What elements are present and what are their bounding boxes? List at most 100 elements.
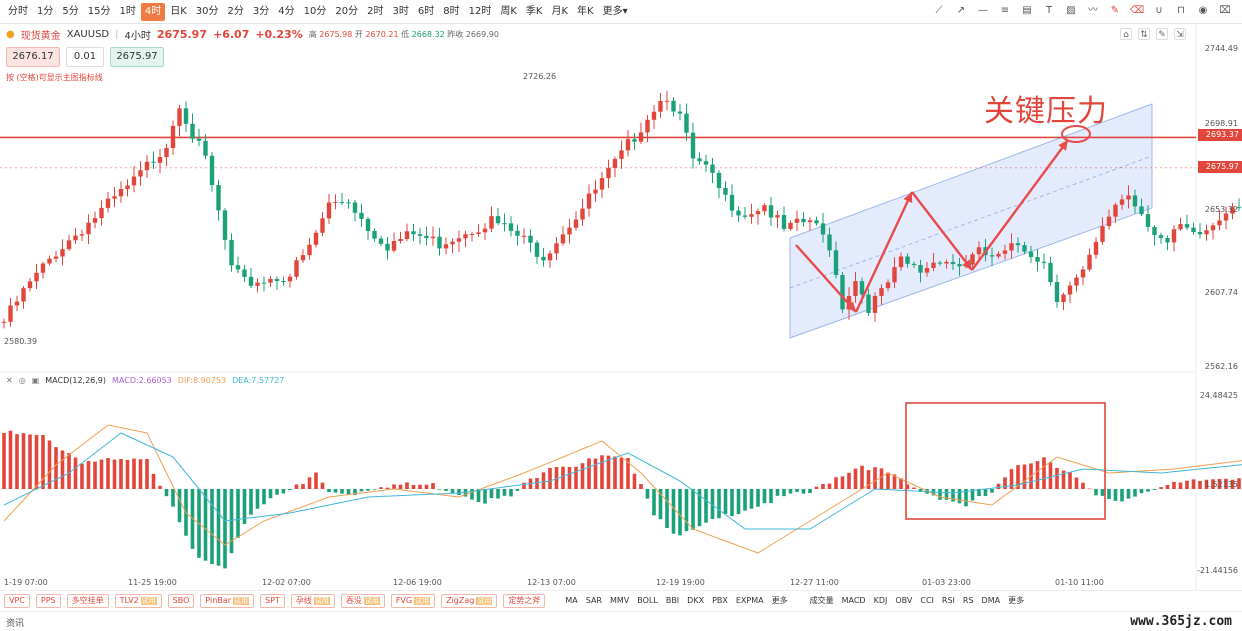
macd-histogram-bar — [957, 489, 962, 504]
main-indicator-5[interactable]: DKX — [687, 596, 705, 605]
macd-histogram-bar — [788, 489, 793, 494]
timeframe-21[interactable]: 年K — [577, 5, 594, 17]
instrument-name[interactable]: 现货黄金 — [20, 30, 61, 42]
buy-price-button[interactable]: 2675.97 — [110, 47, 164, 67]
sub-indicator-6[interactable]: RS — [962, 596, 974, 605]
sub-indicator-8[interactable]: 更多 — [1008, 596, 1025, 605]
indicator-button[interactable]: PinBar 试用 — [200, 593, 255, 608]
main-indicator-2[interactable]: MMV — [609, 596, 630, 605]
timeframe-7[interactable]: 30分 — [195, 5, 219, 17]
quantity-input[interactable]: 0.01 — [66, 47, 104, 67]
macd-histogram-bar — [255, 489, 260, 509]
indicator-button[interactable]: TLV2 试用 — [114, 593, 162, 608]
candle-body — [313, 232, 319, 245]
draw-icon[interactable]: ✎ — [1110, 5, 1120, 16]
timeframe-8[interactable]: 2分 — [227, 5, 244, 17]
sub-indicator-1[interactable]: MACD — [841, 596, 866, 605]
timeframe-18[interactable]: 周K — [500, 5, 517, 17]
candle-body — [14, 301, 20, 306]
fib-icon[interactable]: ▤ — [1022, 5, 1032, 16]
image-icon[interactable]: ▨ — [1066, 5, 1076, 16]
ray-icon[interactable]: ↗ — [956, 5, 966, 16]
wave-icon[interactable]: 〰 — [1088, 5, 1098, 16]
indicator-button[interactable]: FVG 试用 — [390, 593, 436, 608]
lock-icon[interactable]: ⊓ — [1177, 5, 1185, 16]
timeframe-14[interactable]: 3时 — [392, 5, 409, 17]
candle-body — [157, 157, 163, 163]
settings-icon[interactable]: ✎ — [1156, 28, 1168, 40]
main-indicator-7[interactable]: EXPMA — [735, 596, 764, 605]
indicator-button[interactable]: 孕线 试用 — [290, 593, 335, 608]
timeframe-5[interactable]: 4时 — [140, 2, 166, 21]
timeframe-0[interactable]: 分时 — [8, 5, 28, 17]
macd-histogram-bar — [470, 489, 474, 500]
timeframe-1[interactable]: 1分 — [37, 5, 54, 17]
timeframe-4[interactable]: 1时 — [119, 5, 136, 17]
eraser-icon[interactable]: ⌫ — [1130, 5, 1145, 16]
sub-indicator-7[interactable]: DMA — [981, 596, 1001, 605]
text-icon[interactable]: T — [1045, 5, 1053, 16]
macd-histogram-bar — [236, 489, 240, 538]
interval-selector[interactable]: 4小时 — [124, 30, 151, 42]
main-indicator-4[interactable]: BBI — [665, 596, 680, 605]
macd-histogram-bar — [632, 473, 637, 489]
eye-icon[interactable]: ◉ — [1198, 5, 1208, 16]
timeframe-9[interactable]: 3分 — [252, 5, 270, 17]
compare-icon[interactable]: ⇅ — [1138, 28, 1150, 40]
channel-icon[interactable]: ≡ — [1000, 5, 1010, 16]
sub-indicator-2[interactable]: KDJ — [873, 596, 888, 605]
timeframe-20[interactable]: 月K — [551, 5, 569, 17]
line-icon[interactable]: ⟋ — [935, 5, 943, 16]
hline-icon[interactable]: — — [978, 5, 988, 16]
main-indicator-8[interactable]: 更多 — [771, 596, 788, 605]
indicator-button[interactable]: 多空挂单 — [66, 593, 109, 608]
main-indicator-3[interactable]: BOLL — [637, 596, 658, 605]
indicator-button[interactable]: ZigZag 试用 — [441, 593, 498, 608]
indicator-button[interactable]: SBO — [167, 593, 195, 608]
sub-indicator-5[interactable]: RSI — [941, 596, 955, 605]
layout-icon[interactable]: ⌂ — [1120, 28, 1132, 40]
main-indicator-1[interactable]: SAR — [585, 596, 602, 605]
sub-indicator-3[interactable]: OBV — [895, 596, 913, 605]
indicator-button[interactable]: 吞没 试用 — [340, 593, 385, 608]
timeframe-10[interactable]: 4分 — [278, 5, 295, 17]
candle-body — [1158, 235, 1164, 238]
timeframe-toolbar: 分时 1分 5分 15分 1时 4时 日K 30分 2分 3分 4分 10分 20分 2时 3时 6时 8时 12… — [0, 0, 1242, 24]
candle-body — [833, 250, 839, 276]
eye-icon[interactable]: ◎ — [18, 376, 26, 385]
main-indicator-0[interactable]: MA — [565, 596, 578, 605]
close-icon[interactable]: ✕ — [6, 376, 13, 385]
indicator-button[interactable]: PPS — [35, 593, 61, 608]
candle-body — [216, 185, 221, 211]
timeframe-19[interactable]: 季K — [525, 5, 543, 17]
timeframe-13[interactable]: 2时 — [367, 5, 384, 17]
timeframe-17[interactable]: 12时 — [468, 5, 492, 17]
sub-indicator-4[interactable]: CCI — [920, 596, 934, 605]
indicator-button[interactable]: SPT — [260, 593, 285, 608]
macd-histogram-bar — [1204, 479, 1209, 489]
indicator-button[interactable]: 定势之斧 — [503, 593, 546, 608]
indicator-button[interactable]: VPC — [4, 593, 30, 608]
fullscreen-icon[interactable]: ⇲ — [1174, 28, 1186, 40]
macd-histogram-bar — [1159, 487, 1163, 489]
news-tab[interactable]: 资讯 — [6, 619, 25, 629]
candle-body — [898, 256, 904, 268]
magnet-icon[interactable]: ∪ — [1155, 5, 1163, 16]
main-indicator-6[interactable]: PBX — [712, 596, 728, 605]
trash-icon[interactable]: ⌧ — [1219, 5, 1231, 16]
sub-indicator-0[interactable]: 成交量 — [809, 596, 834, 605]
timeframe-3[interactable]: 15分 — [87, 5, 111, 17]
settings-icon[interactable]: ▣ — [31, 376, 40, 385]
macd-title: MACD(12,26,9) — [45, 376, 107, 385]
timeframe-15[interactable]: 6时 — [417, 5, 435, 17]
sell-price-button[interactable]: 2676.17 — [6, 47, 60, 67]
timeframe-6[interactable]: 日K — [170, 5, 187, 17]
timeframe-2[interactable]: 5分 — [62, 5, 79, 17]
timeframe-16[interactable]: 8时 — [443, 5, 460, 17]
ohlc-info: 高 2675.98 开 2670.21 低 2668.32 昨收 2669.90 — [309, 29, 499, 40]
timeframe-11[interactable]: 10分 — [303, 5, 327, 17]
last-price: 2675.97 — [156, 27, 207, 41]
timeframe-22[interactable]: 更多▾ — [602, 5, 628, 17]
timeframe-12[interactable]: 20分 — [335, 5, 359, 17]
